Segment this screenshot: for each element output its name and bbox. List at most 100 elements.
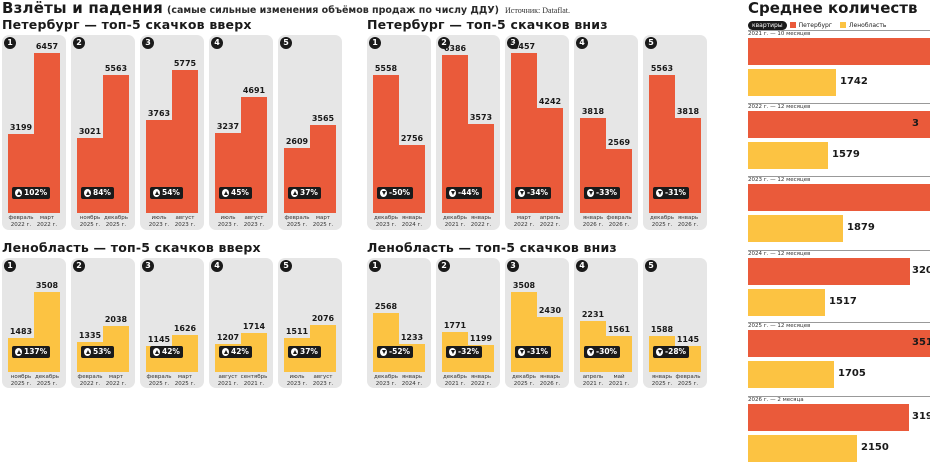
category-label: май 2021 г. xyxy=(608,374,630,387)
category-label: апрель 2022 г. xyxy=(539,215,561,228)
bar-value-label: 4242 xyxy=(538,97,562,106)
change-badge: 137% xyxy=(12,346,51,358)
bar xyxy=(34,53,60,213)
rank-badge: 4 xyxy=(576,37,588,49)
bar-value-label: 1588 xyxy=(650,325,674,334)
arrow-down-icon xyxy=(449,189,456,197)
period-label: 2024 г. — 12 месяцев xyxy=(748,251,811,257)
change-badge: -30% xyxy=(584,346,621,358)
change-value: 42% xyxy=(162,347,180,356)
rank-badge: 1 xyxy=(369,260,381,272)
category-label: февраль 2025 г. xyxy=(146,374,172,387)
category-label: февраль 2025 г. xyxy=(675,374,701,387)
bar-value-label: 6457 xyxy=(35,42,59,51)
average-volume-title: Среднее количеств xyxy=(748,0,918,17)
category-label: декабрь 2025 г. xyxy=(103,215,128,228)
change-badge: 42% xyxy=(219,346,252,358)
bar-value-label: 2569 xyxy=(607,138,631,147)
rank-badge: 2 xyxy=(73,260,85,272)
change-value: 102% xyxy=(24,188,48,197)
bar-lo xyxy=(748,289,825,316)
change-value: -44% xyxy=(458,188,480,197)
change-badge: 37% xyxy=(288,346,321,358)
change-value: 54% xyxy=(162,188,180,197)
bar-value-label: 3763 xyxy=(147,109,171,118)
bar-lo xyxy=(748,361,834,388)
arrow-up-icon xyxy=(84,189,91,197)
bar-spb xyxy=(748,184,930,211)
bar-value-label: 1335 xyxy=(78,331,102,340)
rank-badge: 4 xyxy=(576,260,588,272)
category-label: январь 2024 г. xyxy=(401,374,423,387)
rank-badge: 5 xyxy=(280,260,292,272)
section-title: Петербург — топ-5 скачков вниз xyxy=(367,17,608,32)
page-title: Взлёты и падения (самые сильные изменения… xyxy=(2,0,570,19)
category-label: декабрь 2023 г. xyxy=(373,215,398,228)
arrow-up-icon xyxy=(153,348,160,356)
period-label: 2023 г. — 12 месяцев xyxy=(748,177,811,183)
bar xyxy=(373,313,399,372)
arrow-down-icon xyxy=(380,348,387,356)
bar xyxy=(606,149,632,213)
bar xyxy=(511,53,537,213)
change-badge: -28% xyxy=(653,346,690,358)
category-label: июль 2023 г. xyxy=(217,215,239,228)
bar-value-label: 1233 xyxy=(400,333,424,342)
bar-spb-value: 3 xyxy=(912,118,919,129)
bar xyxy=(34,292,60,372)
period-label: 2021 г. — 10 месяцев xyxy=(748,31,811,37)
header-title: Взлёты и падения xyxy=(2,0,164,17)
category-label: январь 2022 г. xyxy=(470,374,492,387)
change-badge: 54% xyxy=(150,187,183,199)
category-label: август 2023 г. xyxy=(312,374,334,387)
period-label: 2022 г. — 12 месяцев xyxy=(748,104,811,110)
category-label: декабрь 2021 г. xyxy=(442,374,467,387)
bar-spb xyxy=(748,111,930,138)
category-label: сентябрь 2021 г. xyxy=(240,374,268,387)
legend-swatch-lo xyxy=(840,22,847,28)
bar-value-label: 1626 xyxy=(173,324,197,333)
bar-value-label: 2038 xyxy=(104,315,128,324)
category-label: декабрь 2025 г. xyxy=(511,374,536,387)
arrow-up-icon xyxy=(222,348,229,356)
category-label: март 2025 г. xyxy=(312,215,334,228)
bar-lo xyxy=(748,142,828,169)
change-value: -33% xyxy=(596,188,618,197)
bar-spb xyxy=(748,330,930,357)
bar-value-label: 1561 xyxy=(607,325,631,334)
category-label: декабрь 2025 г. xyxy=(34,374,59,387)
bar-lo-value: 2150 xyxy=(861,442,889,453)
change-badge: 102% xyxy=(12,187,51,199)
category-label: февраль 2022 г. xyxy=(77,374,103,387)
change-badge: 84% xyxy=(81,187,114,199)
change-value: 37% xyxy=(300,188,318,197)
period-label: 2026 г. — 2 месяца xyxy=(748,397,804,403)
change-value: -31% xyxy=(527,347,549,356)
arrow-up-icon xyxy=(291,348,298,356)
arrow-down-icon xyxy=(656,189,663,197)
divider xyxy=(748,30,930,31)
bar xyxy=(77,138,103,213)
change-value: -31% xyxy=(665,188,687,197)
bar xyxy=(215,133,241,213)
bar xyxy=(399,145,425,213)
bar-spb xyxy=(748,258,910,285)
legend-swatch-spb xyxy=(789,22,796,28)
change-value: 37% xyxy=(300,347,318,356)
category-label: январь 2026 г. xyxy=(539,374,561,387)
category-label: декабрь 2021 г. xyxy=(442,215,467,228)
bar xyxy=(468,124,494,213)
category-label: ноябрь 2025 г. xyxy=(10,374,32,387)
bar-value-label: 1511 xyxy=(285,327,309,336)
category-label: август 2023 г. xyxy=(243,215,265,228)
change-badge: 53% xyxy=(81,346,114,358)
bar-value-label: 3818 xyxy=(581,107,605,116)
change-badge: -52% xyxy=(377,346,414,358)
change-value: 84% xyxy=(93,188,111,197)
rank-badge: 2 xyxy=(438,260,450,272)
change-value: -32% xyxy=(458,347,480,356)
change-badge: 42% xyxy=(150,346,183,358)
bar-value-label: 1483 xyxy=(9,327,33,336)
bar-value-label: 1207 xyxy=(216,333,240,342)
change-badge: -32% xyxy=(446,346,483,358)
